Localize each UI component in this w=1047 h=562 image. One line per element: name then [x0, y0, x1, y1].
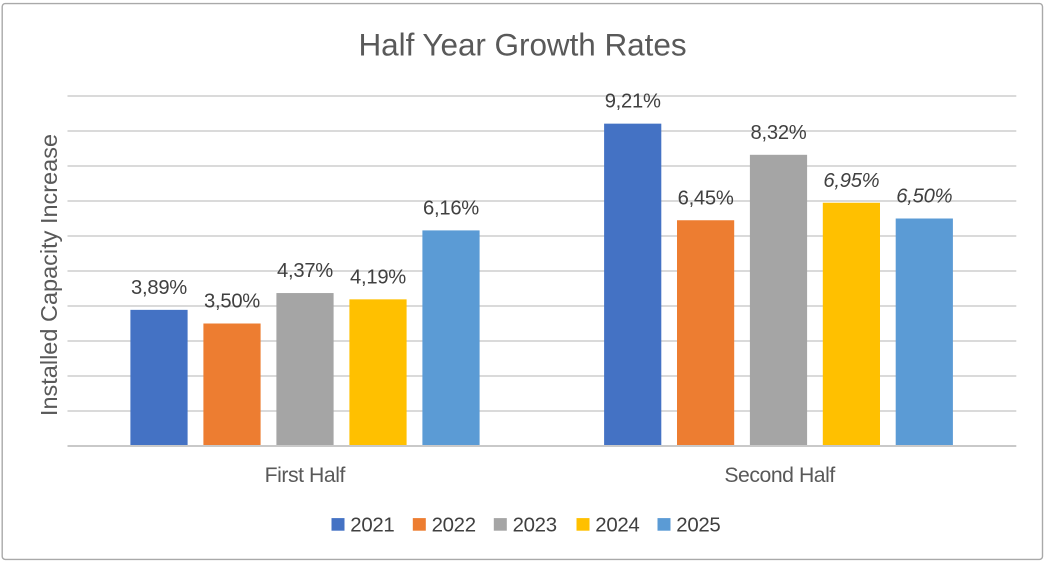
svg-text:6,45%: 6,45% — [678, 187, 734, 209]
svg-text:2022: 2022 — [432, 514, 476, 536]
svg-text:3,89%: 3,89% — [131, 277, 187, 299]
svg-text:2025: 2025 — [676, 514, 720, 536]
svg-text:Half Year Growth Rates: Half Year Growth Rates — [358, 27, 686, 63]
svg-text:2024: 2024 — [595, 514, 639, 536]
svg-text:8,32%: 8,32% — [751, 122, 807, 144]
svg-text:Installed Capacity Increase: Installed Capacity Increase — [36, 134, 62, 416]
svg-text:4,19%: 4,19% — [350, 266, 406, 288]
svg-text:First Half: First Half — [265, 464, 346, 487]
svg-text:Second Half: Second Half — [724, 464, 835, 487]
svg-text:6,95%: 6,95% — [823, 170, 879, 192]
svg-text:9,21%: 9,21% — [605, 91, 661, 113]
svg-text:3,50%: 3,50% — [204, 291, 260, 313]
svg-text:2021: 2021 — [350, 514, 394, 536]
svg-text:4,37%: 4,37% — [277, 260, 333, 282]
svg-text:2023: 2023 — [513, 514, 557, 536]
svg-text:6,50%: 6,50% — [896, 186, 952, 208]
svg-text:6,16%: 6,16% — [423, 197, 479, 219]
